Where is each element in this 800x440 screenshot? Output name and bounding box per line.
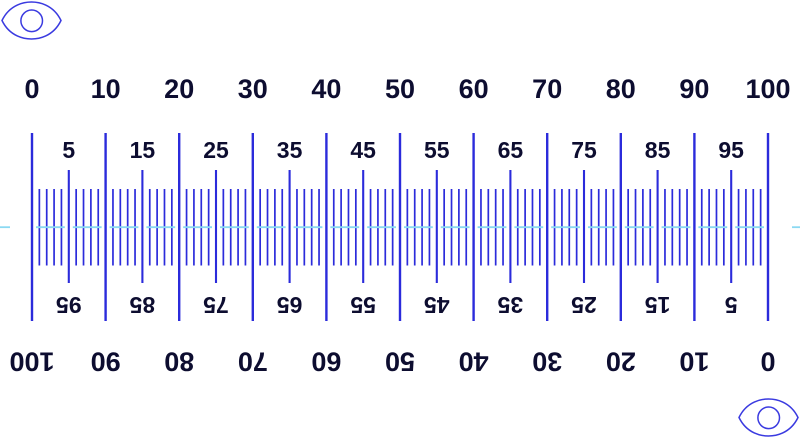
- svg-text:30: 30: [532, 346, 562, 376]
- svg-text:85: 85: [645, 137, 671, 163]
- svg-text:70: 70: [532, 74, 562, 104]
- svg-text:90: 90: [91, 346, 121, 376]
- svg-text:85: 85: [129, 292, 155, 318]
- svg-text:10: 10: [91, 74, 121, 104]
- svg-text:100: 100: [745, 74, 790, 104]
- svg-text:60: 60: [311, 346, 341, 376]
- svg-text:65: 65: [498, 137, 524, 163]
- svg-text:35: 35: [497, 292, 523, 318]
- svg-text:25: 25: [203, 137, 229, 163]
- svg-text:40: 40: [311, 74, 341, 104]
- svg-text:90: 90: [679, 74, 709, 104]
- svg-text:100: 100: [9, 346, 54, 376]
- svg-text:50: 50: [385, 346, 415, 376]
- svg-text:75: 75: [203, 292, 229, 318]
- svg-text:75: 75: [571, 137, 597, 163]
- svg-text:50: 50: [385, 74, 415, 104]
- svg-text:15: 15: [645, 292, 671, 318]
- svg-text:40: 40: [459, 346, 489, 376]
- svg-text:70: 70: [238, 346, 268, 376]
- svg-text:0: 0: [760, 346, 775, 376]
- svg-text:20: 20: [164, 74, 194, 104]
- svg-text:95: 95: [56, 292, 82, 318]
- svg-text:55: 55: [350, 292, 376, 318]
- svg-text:55: 55: [424, 137, 450, 163]
- svg-text:80: 80: [606, 74, 636, 104]
- svg-text:25: 25: [571, 292, 597, 318]
- svg-text:45: 45: [424, 292, 450, 318]
- svg-text:10: 10: [679, 346, 709, 376]
- svg-text:35: 35: [277, 137, 303, 163]
- svg-text:80: 80: [164, 346, 194, 376]
- svg-text:60: 60: [459, 74, 489, 104]
- svg-text:95: 95: [718, 137, 744, 163]
- svg-text:5: 5: [62, 137, 75, 163]
- svg-text:20: 20: [606, 346, 636, 376]
- svg-text:65: 65: [277, 292, 303, 318]
- svg-text:0: 0: [24, 74, 39, 104]
- svg-text:45: 45: [350, 137, 376, 163]
- svg-text:15: 15: [130, 137, 156, 163]
- svg-text:5: 5: [725, 292, 738, 318]
- svg-text:30: 30: [238, 74, 268, 104]
